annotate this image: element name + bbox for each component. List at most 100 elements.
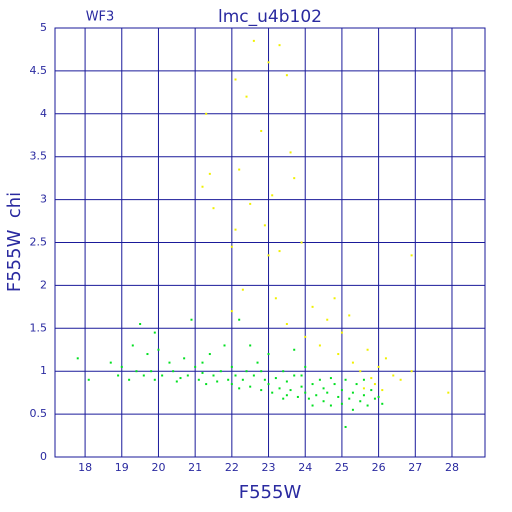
point — [304, 365, 307, 368]
x-tick-label: 22 — [225, 461, 239, 474]
x-tick-label: 27 — [408, 461, 422, 474]
point — [289, 389, 292, 392]
point — [201, 185, 204, 188]
point — [285, 380, 288, 383]
point — [230, 245, 233, 248]
point — [267, 61, 270, 64]
x-tick-label: 19 — [115, 461, 129, 474]
point — [351, 391, 354, 394]
chart-subtitle: WF3 — [86, 10, 115, 25]
point — [362, 394, 365, 397]
point — [318, 378, 321, 381]
point — [278, 387, 281, 390]
point — [282, 370, 285, 373]
point — [168, 361, 171, 364]
point — [370, 389, 373, 392]
point — [216, 380, 219, 383]
point — [241, 378, 244, 381]
point — [205, 383, 208, 386]
point — [128, 378, 131, 381]
point — [109, 361, 112, 364]
point — [326, 391, 329, 394]
point — [326, 318, 329, 321]
point — [267, 353, 270, 356]
point — [161, 374, 164, 377]
point — [304, 391, 307, 394]
point — [278, 44, 281, 47]
point — [175, 380, 178, 383]
y-tick-label: 4.5 — [30, 64, 48, 77]
point — [194, 365, 197, 368]
y-tick-label: 3.5 — [30, 150, 48, 163]
point — [76, 357, 79, 360]
point — [227, 378, 230, 381]
point — [381, 389, 384, 392]
point — [274, 297, 277, 300]
point — [373, 397, 376, 400]
point — [260, 370, 263, 373]
point — [282, 397, 285, 400]
point — [219, 370, 222, 373]
point — [245, 95, 248, 98]
y-tick-label: 4 — [40, 107, 47, 120]
x-tick-label: 21 — [188, 461, 202, 474]
point — [359, 400, 362, 403]
point — [153, 331, 156, 334]
point — [252, 39, 255, 42]
point — [329, 377, 332, 380]
point — [241, 288, 244, 291]
x-tick-label: 25 — [335, 461, 349, 474]
point — [249, 344, 252, 347]
point — [271, 194, 274, 197]
point — [307, 397, 310, 400]
point — [333, 297, 336, 300]
point — [322, 387, 325, 390]
point — [293, 348, 296, 351]
point — [300, 241, 303, 244]
point — [142, 374, 145, 377]
point — [274, 377, 277, 380]
point — [322, 400, 325, 403]
point — [263, 224, 266, 227]
point — [238, 387, 241, 390]
x-tick-label: 24 — [298, 461, 312, 474]
point — [348, 314, 351, 317]
point — [157, 348, 160, 351]
point — [87, 378, 90, 381]
y-tick-label: 3 — [40, 193, 47, 206]
x-tick-label: 20 — [151, 461, 165, 474]
point — [172, 370, 175, 373]
point — [373, 383, 376, 386]
point — [362, 387, 365, 390]
x-axis-label: F555W — [239, 482, 302, 503]
point — [230, 383, 233, 386]
point — [285, 394, 288, 397]
point — [197, 378, 200, 381]
point — [208, 353, 211, 356]
point — [329, 404, 332, 407]
point — [447, 391, 450, 394]
point — [249, 385, 252, 388]
point — [263, 378, 266, 381]
point — [355, 383, 358, 386]
point — [278, 250, 281, 253]
y-tick-label: 5 — [40, 21, 47, 34]
chart-title: lmc_u4b102 — [218, 7, 322, 27]
point — [205, 112, 208, 115]
point — [260, 129, 263, 132]
point — [267, 254, 270, 257]
point — [340, 331, 343, 334]
point — [340, 402, 343, 405]
x-tick-label: 26 — [372, 461, 386, 474]
point — [293, 374, 296, 377]
point — [190, 318, 193, 321]
point — [201, 371, 204, 374]
point — [212, 207, 215, 210]
point — [340, 389, 343, 392]
point — [311, 383, 314, 386]
y-tick-label: 0 — [40, 450, 47, 463]
point — [135, 370, 138, 373]
y-tick-label: 2.5 — [30, 236, 48, 249]
y-tick-label: 1 — [40, 364, 47, 377]
